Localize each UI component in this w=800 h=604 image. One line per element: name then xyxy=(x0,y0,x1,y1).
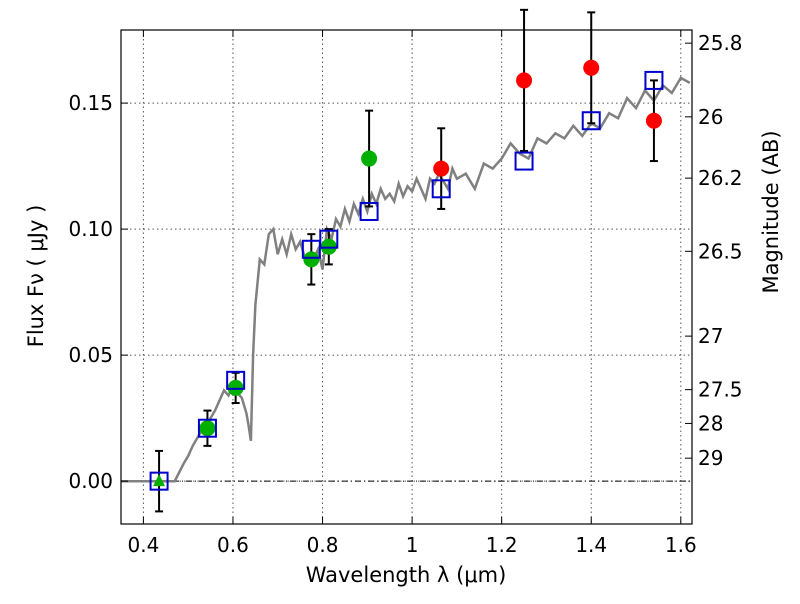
observed-flux-point xyxy=(199,420,216,437)
grid-lines xyxy=(121,30,692,524)
right-tick-label: 27 xyxy=(698,324,723,348)
model-photometry-square xyxy=(581,111,601,131)
right-axis-label: Magnitude (AB) xyxy=(759,130,783,293)
model-photometry-square xyxy=(226,370,246,390)
model-photometry-square xyxy=(319,229,339,249)
x-tick-label: 0.8 xyxy=(307,533,339,557)
right-tick-label: 26.2 xyxy=(698,166,743,190)
model-photometry-square xyxy=(644,70,664,90)
axis-ticks: 0.4 0.6 0.8 1 1.2 1.4 1.6 0.00 0.05 0.10 0.15 25.8 2… xyxy=(68,30,743,557)
upper-limit-triangle xyxy=(153,474,166,487)
y-tick-label: 0.05 xyxy=(68,343,113,367)
right-tick-label: 29 xyxy=(698,446,723,470)
right-tick-label: 27.5 xyxy=(698,378,743,402)
model-photometry-square xyxy=(197,418,217,438)
x-tick-label: 1.2 xyxy=(486,533,518,557)
model-photometry-square xyxy=(431,179,451,199)
x-tick-label: 1.4 xyxy=(575,533,607,557)
observed-flux-point xyxy=(303,251,320,268)
model-photometry-square xyxy=(359,201,379,221)
observed-flux-point xyxy=(516,72,533,89)
right-tick-label: 26.5 xyxy=(698,239,743,263)
observed-flux-point xyxy=(433,160,450,177)
model-photometry-square xyxy=(514,151,534,171)
x-tick-label: 0.6 xyxy=(217,533,249,557)
observed-flux-point xyxy=(361,150,378,167)
x-tick-label: 0.4 xyxy=(127,533,159,557)
plot-frame xyxy=(120,29,693,525)
right-tick-label: 28 xyxy=(698,411,723,435)
model-photometry-square xyxy=(301,239,321,259)
y-tick-label: 0.00 xyxy=(68,469,113,493)
right-tick-label: 25.8 xyxy=(698,31,743,55)
x-tick-label: 1 xyxy=(406,533,419,557)
x-tick-label: 1.6 xyxy=(665,533,697,557)
y-axis-label: Flux Fν ( μJy ) xyxy=(24,205,48,348)
data-marks xyxy=(149,8,664,513)
y-tick-label: 0.10 xyxy=(68,217,113,241)
y-tick-label: 0.15 xyxy=(68,91,113,115)
observed-flux-point xyxy=(583,59,600,76)
right-tick-label: 26 xyxy=(698,105,723,129)
x-axis-label: Wavelength λ (μm) xyxy=(306,563,507,587)
observed-flux-point xyxy=(645,112,662,129)
model-photometry-square xyxy=(149,471,169,491)
